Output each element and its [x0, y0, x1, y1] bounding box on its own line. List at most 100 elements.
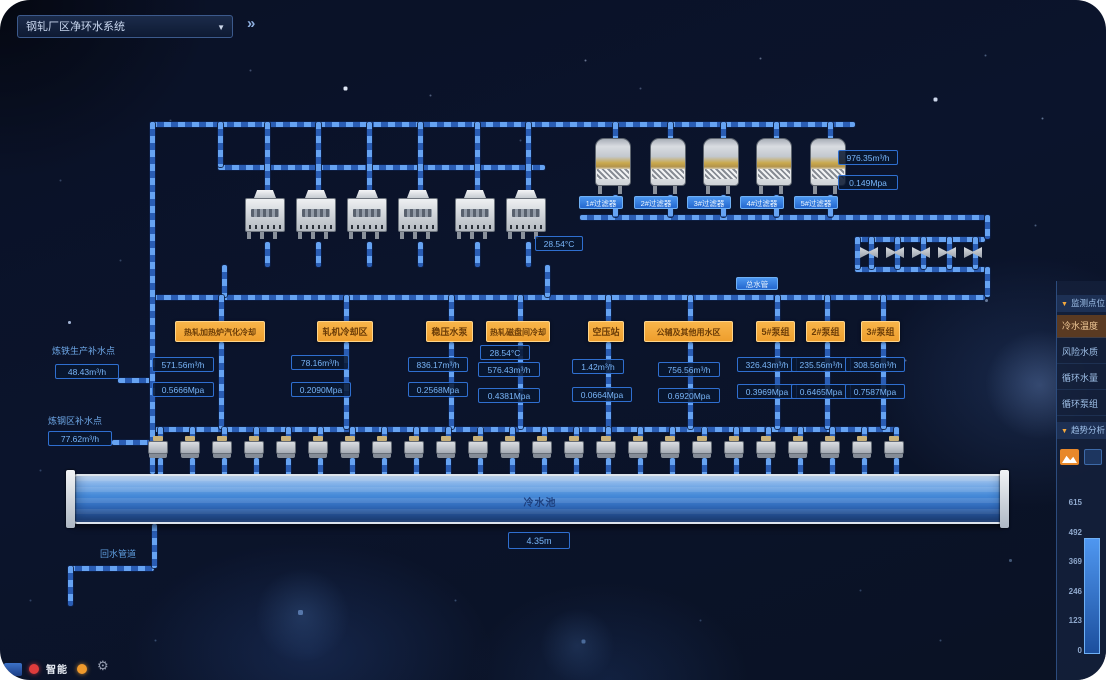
consumer-label[interactable]: 稳压水泵: [426, 321, 473, 342]
filter-label: 5#过滤器: [794, 196, 838, 209]
pipe: [68, 566, 73, 606]
status-dot-red[interactable]: [29, 664, 39, 674]
pump-cap: [313, 436, 323, 441]
main-pipe-badge: 总水管: [736, 277, 778, 290]
pipe: [478, 427, 483, 438]
panel-section-header[interactable]: ▼ 趋势分析: [1057, 422, 1106, 439]
collapse-panel-icon[interactable]: »: [247, 15, 255, 32]
pump-base: [693, 454, 711, 458]
consumer-label[interactable]: 热轧加热炉汽化冷却: [175, 321, 265, 342]
pressure-readout: 0.5666Mpa: [152, 382, 214, 397]
pipe: [478, 458, 483, 476]
pipe: [688, 342, 693, 429]
consumer-label[interactable]: 3#泵组: [861, 321, 900, 342]
panel-section-header[interactable]: ▼ 监测点位: [1057, 295, 1106, 312]
pump-cap: [153, 436, 163, 441]
trend-bar: [1084, 538, 1100, 654]
pipe: [526, 122, 531, 192]
tower-body: [455, 198, 495, 232]
axis-tick-label: 492: [1068, 527, 1082, 537]
gear-icon[interactable]: ⚙: [97, 658, 109, 673]
pipe: [688, 295, 693, 323]
pipe: [150, 295, 985, 300]
pipe: [158, 458, 163, 476]
pipe: [518, 295, 523, 323]
pressure-readout: 0.2568Mpa: [408, 382, 468, 397]
pipe: [219, 295, 224, 323]
tower-body: [245, 198, 285, 232]
pump-base: [437, 454, 455, 458]
line-chart-icon[interactable]: [1084, 449, 1102, 465]
pump-cap: [889, 436, 899, 441]
pump-body: [788, 441, 808, 454]
pipe: [542, 458, 547, 476]
cooling-tower: [296, 190, 336, 242]
pipe: [316, 122, 321, 192]
flow-readout: 78.16m³/h: [291, 355, 349, 370]
panel-item[interactable]: 冷水温度: [1057, 315, 1106, 338]
pump-cap: [281, 436, 291, 441]
cold-water-tank: [72, 474, 1006, 524]
taskbar-app-icon[interactable]: [4, 663, 22, 676]
pipe: [574, 427, 579, 438]
pipe: [881, 295, 886, 323]
pipe: [414, 427, 419, 438]
pipe: [150, 122, 855, 127]
tank-end-cap: [66, 470, 75, 528]
pump: [532, 436, 552, 460]
pipe: [613, 122, 618, 142]
pipe: [606, 427, 611, 438]
pipe: [286, 458, 291, 476]
cooling-tower: [398, 190, 438, 242]
cooling-tower: [347, 190, 387, 242]
pipe: [414, 458, 419, 476]
pump-body: [276, 441, 296, 454]
chevron-down-icon: ▼: [217, 23, 225, 32]
pipe: [112, 440, 152, 445]
consumer-label[interactable]: 空压站: [588, 321, 624, 342]
pump-cap: [761, 436, 771, 441]
pressure-readout: 0.6920Mpa: [658, 388, 720, 403]
pump-cap: [345, 436, 355, 441]
pipe: [894, 458, 899, 476]
pump-base: [789, 454, 807, 458]
pipe: [670, 427, 675, 438]
pipe: [68, 566, 154, 571]
consumer-label[interactable]: 公辅及其他用水区: [644, 321, 733, 342]
panel-item[interactable]: 循环泵组: [1057, 393, 1106, 416]
pump-body: [468, 441, 488, 454]
pipe: [774, 122, 779, 142]
pump-cap: [825, 436, 835, 441]
pipe: [344, 295, 349, 323]
pump-cap: [857, 436, 867, 441]
tank-level-readout: 4.35m: [508, 532, 570, 549]
pipe: [702, 458, 707, 476]
pipe: [862, 458, 867, 476]
consumer-label[interactable]: 轧机冷却区: [317, 321, 373, 342]
system-selector-dropdown[interactable]: 钢轧厂区净环水系统 ▼: [17, 15, 233, 38]
pump-base: [405, 454, 423, 458]
pump-body: [244, 441, 264, 454]
panel-item[interactable]: 风险水质: [1057, 341, 1106, 364]
pipe: [638, 458, 643, 476]
pump-cap: [505, 436, 515, 441]
axis-tick-label: 246: [1068, 586, 1082, 596]
pump-body: [500, 441, 520, 454]
pump-base: [629, 454, 647, 458]
status-dot-orange[interactable]: [77, 664, 87, 674]
flow-readout: 326.43m³/h: [737, 357, 797, 372]
consumer-label[interactable]: 热轧磁盘间冷却: [486, 321, 550, 342]
pump: [340, 436, 360, 460]
pump-body: [436, 441, 456, 454]
panel-item[interactable]: 循环水量: [1057, 367, 1106, 390]
consumer-label[interactable]: 2#泵组: [806, 321, 845, 342]
pipe: [316, 242, 321, 267]
bar-chart-icon[interactable]: [1060, 449, 1079, 465]
flow-readout: 576.43m³/h: [478, 362, 540, 377]
pressure-readout: 0.4381Mpa: [478, 388, 540, 403]
makeup-flow-readout: 77.62m³/h: [48, 431, 112, 446]
consumer-label[interactable]: 5#泵组: [756, 321, 795, 342]
pipe: [367, 122, 372, 192]
